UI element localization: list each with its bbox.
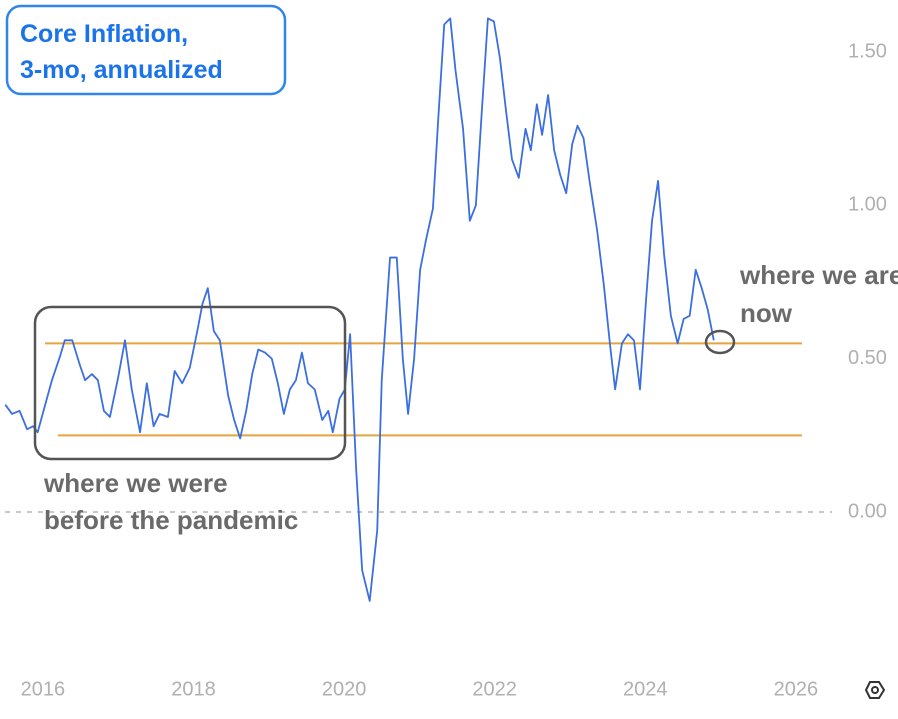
x-tick-label: 2026 [774, 678, 819, 700]
y-tick-label: 0.50 [848, 347, 887, 369]
data-line [4, 17, 715, 602]
x-tick-label: 2020 [322, 678, 367, 700]
x-tick-label: 2024 [623, 678, 668, 700]
settings-icon[interactable] [864, 681, 886, 699]
annotation: where we were [43, 468, 228, 498]
annotation: before the pandemic [44, 505, 298, 535]
y-tick-label: 0.00 [848, 500, 887, 522]
x-tick-label: 2022 [472, 678, 517, 700]
title-box [5, 4, 287, 96]
x-tick-label: 2018 [171, 678, 216, 700]
highlight-box [33, 305, 347, 461]
y-tick-label: 1.50 [848, 40, 887, 62]
highlight-circle [704, 329, 736, 355]
annotation: now [740, 298, 793, 328]
chart-title: Core Inflation, [20, 20, 188, 48]
annotation: where we are [739, 260, 898, 290]
chart-title: 3-mo, annualized [20, 56, 223, 84]
y-tick-label: 1.00 [848, 194, 887, 216]
x-tick-label: 2016 [21, 678, 66, 700]
